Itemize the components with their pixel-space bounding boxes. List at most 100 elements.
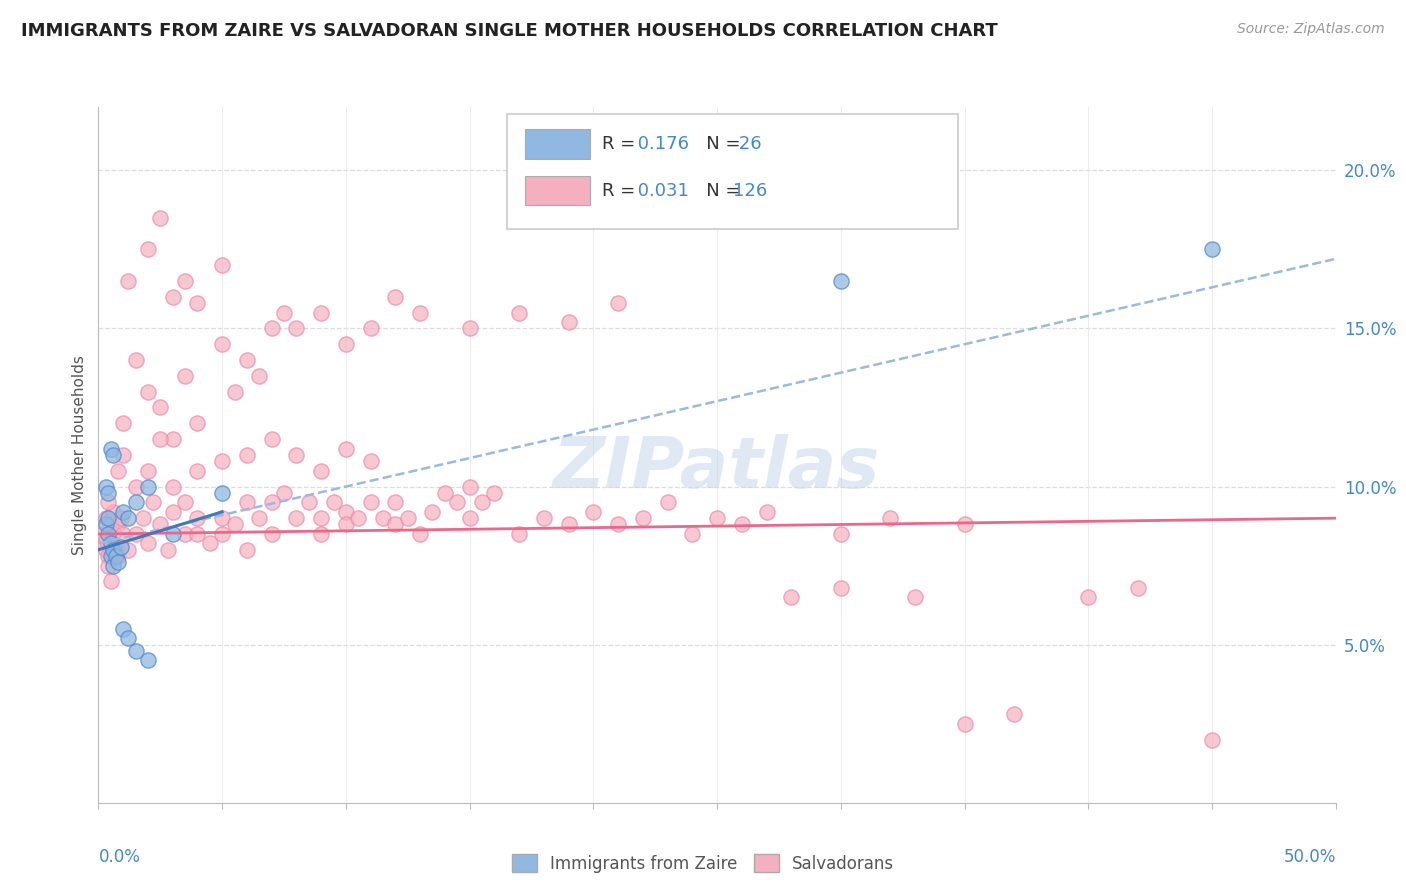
Point [607,296,630,310]
Point [211,527,233,541]
Point [112,622,135,636]
Point [186,527,208,541]
Point [260,495,283,509]
Point [335,442,357,456]
Point [384,495,406,509]
Point [484,486,506,500]
Point [446,495,468,509]
Point [1201,243,1223,257]
Point [107,464,129,478]
Point [260,527,283,541]
Point [117,632,139,646]
Point [110,540,132,554]
Point [107,556,129,570]
Point [1002,707,1025,722]
Point [149,432,172,446]
Point [186,511,208,525]
Point [136,653,159,667]
Point [149,517,172,532]
Point [211,258,233,272]
Text: 50.0%: 50.0% [1284,848,1336,866]
Point [104,542,127,557]
Text: R =: R = [602,135,641,153]
Point [360,495,382,509]
Text: N =: N = [689,135,745,153]
Point [162,505,184,519]
Point [409,305,432,319]
Point [273,305,295,319]
Text: IMMIGRANTS FROM ZAIRE VS SALVADORAN SINGLE MOTHER HOUSEHOLDS CORRELATION CHART: IMMIGRANTS FROM ZAIRE VS SALVADORAN SING… [21,22,998,40]
Point [471,495,494,509]
Point [100,517,122,532]
Point [107,549,129,563]
Text: 26: 26 [733,135,762,153]
Point [1126,581,1149,595]
Text: Source: ZipAtlas.com: Source: ZipAtlas.com [1237,22,1385,37]
Point [224,517,246,532]
Point [149,211,172,225]
Point [360,321,382,335]
Point [97,486,120,500]
Point [309,511,332,525]
Point [508,305,530,319]
Point [322,495,344,509]
Point [174,527,197,541]
Point [124,527,146,541]
Point [236,353,259,368]
Point [117,542,139,557]
Point [607,517,630,532]
Point [211,454,233,468]
Point [247,511,270,525]
Text: 0.0%: 0.0% [98,848,141,866]
Point [94,511,117,525]
Point [335,337,357,351]
Point [298,495,321,509]
Point [97,549,120,563]
FancyBboxPatch shape [506,114,959,229]
Point [100,442,122,456]
Text: ZIPatlas: ZIPatlas [554,434,880,503]
Point [94,517,117,532]
Point [879,511,901,525]
Point [156,542,179,557]
Point [136,464,159,478]
Point [285,511,308,525]
Point [162,290,184,304]
Point [132,511,155,525]
Point [285,321,308,335]
Point [780,591,803,605]
Point [830,527,852,541]
Point [260,432,283,446]
Point [107,517,129,532]
Point [136,479,159,493]
Point [162,479,184,493]
Point [112,505,135,519]
Point [1201,732,1223,747]
Point [136,384,159,399]
Point [706,511,728,525]
Point [1077,591,1099,605]
Point [335,505,357,519]
Point [273,486,295,500]
Point [433,486,456,500]
Point [458,479,481,493]
Point [458,511,481,525]
Point [681,527,703,541]
Point [953,517,976,532]
Point [100,549,122,563]
Point [174,495,197,509]
Point [582,505,605,519]
Point [124,353,146,368]
Point [117,274,139,288]
Point [97,527,120,541]
Point [371,511,394,525]
Point [149,401,172,415]
Point [103,505,125,519]
Point [335,517,357,532]
Point [557,315,579,329]
Point [508,527,530,541]
Point [309,527,332,541]
Point [557,517,579,532]
Point [112,527,135,541]
Point [103,527,125,541]
